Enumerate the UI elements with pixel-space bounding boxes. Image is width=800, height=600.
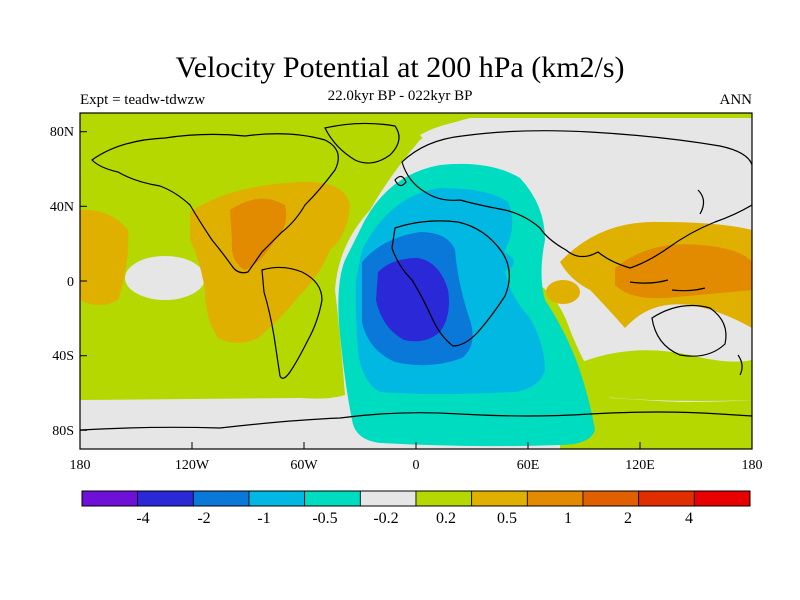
colorbar-label: -1: [257, 510, 270, 527]
coast-japan: [697, 189, 705, 215]
lon-tick-label: 180: [70, 458, 91, 473]
colorbar-label: 0.2: [436, 510, 456, 527]
field-neutral-pacific: [125, 256, 205, 300]
field-pos-south: [560, 350, 752, 401]
lon-axis-labels: 180 120W 60W 0 60E 120E 180: [70, 458, 763, 473]
experiment-label: Expt = teadw-tdwzw: [80, 92, 206, 108]
colorbar-swatch: [192, 490, 250, 507]
colorbar-swatch: [471, 490, 528, 507]
colorbar-labels: -4 -2 -1 -0.5 -0.2 0.2 0.5 1 2 4: [136, 510, 693, 527]
colorbar: -4 -2 -1 -0.5 -0.2 0.2 0.5 1 2 4: [81, 490, 751, 527]
coast-new-zealand: [737, 354, 743, 376]
period-label: 22.0kyr BP - 022kyr BP: [327, 88, 473, 104]
lon-tick-label: 180: [742, 458, 763, 473]
coast-greenland: [324, 122, 400, 164]
colorbar-swatches: [81, 490, 751, 507]
season-label: ANN: [719, 92, 753, 108]
lon-tick-label: 60W: [290, 458, 318, 473]
colorbar-swatch: [359, 490, 417, 507]
colorbar-swatch: [81, 490, 139, 507]
page-title: Velocity Potential at 200 hPa (km2/s): [175, 51, 625, 84]
coast-south-america: [261, 266, 323, 379]
lat-tick-label: 80N: [50, 125, 74, 140]
colorbar-label: -0.5: [312, 510, 337, 527]
colorbar-frame: [81, 490, 751, 507]
tick-marks: [79, 131, 753, 449]
field-neutral-north: [420, 118, 704, 207]
coast-africa: [391, 220, 510, 347]
coast-indonesia: [629, 279, 706, 292]
field-neg-pocket: [462, 250, 514, 274]
field-pos-america: [190, 181, 350, 343]
colorbar-label: 0.5: [497, 510, 517, 527]
lon-tick-label: 60E: [517, 458, 540, 473]
field-pos-indian: [546, 280, 580, 304]
lon-tick-label: 120W: [175, 458, 210, 473]
colorbar-swatch: [693, 490, 751, 507]
coast-antarctica: [80, 411, 752, 431]
colorbar-swatch: [248, 490, 306, 507]
colorbar-swatch: [638, 490, 695, 507]
lat-tick-label: 0: [67, 275, 74, 290]
lat-tick-label: 80S: [52, 424, 74, 439]
field-pos-caribbean: [230, 198, 287, 270]
colorbar-label: -2: [197, 510, 210, 527]
coastlines: [80, 122, 752, 431]
coast-eurasia: [401, 130, 752, 269]
lat-axis-labels: 80N 40N 0 40S 80S: [50, 125, 74, 439]
lat-tick-label: 40S: [52, 349, 74, 364]
coast-north-america: [91, 133, 339, 274]
colorbar-label: 4: [685, 510, 693, 527]
colorbar-swatch: [526, 490, 584, 507]
lon-tick-label: 0: [413, 458, 420, 473]
field-neutral-australia: [690, 316, 734, 360]
lat-tick-label: 40N: [50, 200, 74, 215]
colorbar-swatch: [582, 490, 640, 507]
colorbar-label: -0.2: [373, 510, 398, 527]
lon-tick-label: 120E: [625, 458, 655, 473]
field-pos-pacific-west: [80, 209, 129, 305]
colorbar-label: 2: [624, 510, 632, 527]
colorbar-swatch: [304, 490, 361, 507]
field-pos-maritime: [615, 244, 752, 299]
colorbar-label: -4: [136, 510, 149, 527]
field-neg-core: [376, 258, 449, 342]
velocity-potential-field: [80, 113, 752, 449]
coast-uk: [394, 175, 407, 187]
coast-australia: [651, 305, 727, 357]
colorbar-swatch: [137, 490, 194, 507]
colorbar-label: 1: [564, 510, 572, 527]
colorbar-swatch: [415, 490, 473, 507]
